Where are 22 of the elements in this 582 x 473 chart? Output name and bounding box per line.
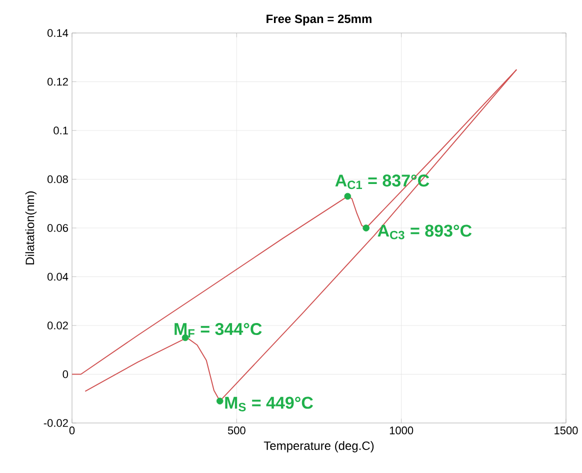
point (216, 398, 224, 404)
y-tick-label: 0.02 (47, 322, 68, 330)
annotation: A$_{C3}$ = 893°C (378, 224, 472, 240)
y-tick-label: 0.1 (54, 126, 68, 134)
x-axis-title: Temperature (deg.C) (264, 441, 374, 452)
y-tick-label: 0.04 (47, 272, 68, 281)
y-tick-label: 0.06 (47, 224, 68, 232)
annotation: M$_{S}$ = 449°C (225, 396, 313, 412)
chart-title: Free Span = 25mm (266, 14, 372, 26)
y-tick-label: 0.12 (47, 78, 68, 86)
x-tick-label: 1500 (554, 426, 578, 434)
point (362, 224, 370, 232)
x-tick-label: 0 (69, 426, 75, 434)
y-tick-label: -0.02 (44, 419, 68, 427)
annotation: M$_{F}$ = 344°C (174, 323, 262, 338)
point (344, 192, 352, 200)
y-tick-label: 0 (62, 370, 68, 378)
y-tick-label: 0.14 (47, 29, 68, 37)
x-tick-label: 1000 (390, 426, 414, 434)
x-tick-label: 500 (228, 426, 246, 434)
y-tick-label: 0.08 (47, 175, 68, 184)
y-axis-title: Dilatation(nm) (25, 191, 37, 264)
